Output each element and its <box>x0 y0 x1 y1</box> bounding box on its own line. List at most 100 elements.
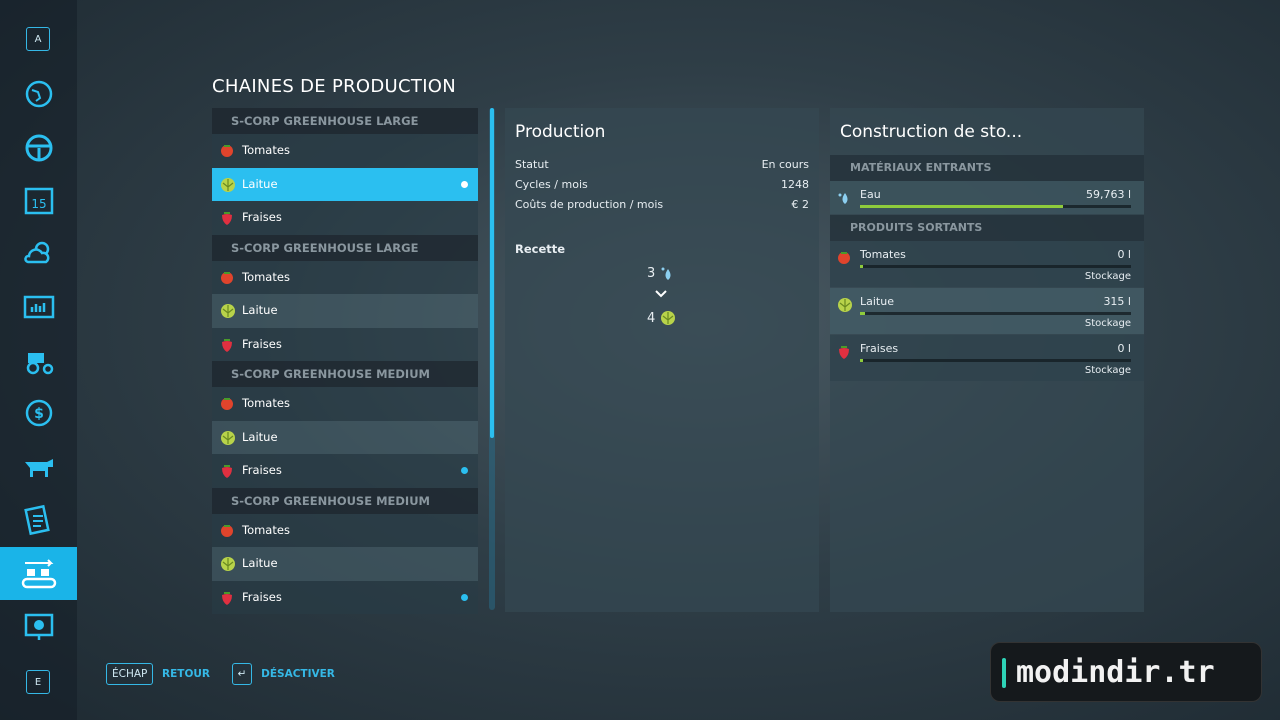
info-value: € 2 <box>791 198 810 211</box>
vehicle-icon[interactable] <box>22 131 56 165</box>
storage-panel: Construction de sto... MATÉRIAUX ENTRANT… <box>830 108 1144 612</box>
list-item[interactable]: Laitue <box>212 420 478 454</box>
recipe: 3 4 <box>505 256 819 326</box>
list-item[interactable]: Fraises <box>212 201 478 235</box>
production-icon <box>21 559 57 589</box>
tomato-icon <box>221 145 233 157</box>
status-dot <box>461 593 468 601</box>
finance-icon[interactable]: $ <box>22 396 56 430</box>
info-label: Statut <box>515 158 549 171</box>
status-dot <box>461 467 468 474</box>
strawberry-icon <box>222 212 232 225</box>
fill-bar <box>860 312 1131 315</box>
item-name: Tomates <box>860 248 906 261</box>
storage-item: Laitue 315 l Stockage <box>830 288 1144 334</box>
info-label: Coûts de production / mois <box>515 198 664 211</box>
group-header: S-CORP GREENHOUSE LARGE <box>212 234 478 261</box>
item-name: Tomates <box>242 269 290 284</box>
action-label[interactable]: RETOUR <box>162 668 211 680</box>
lettuce-icon <box>221 304 235 318</box>
item-name: Tomates <box>242 143 290 157</box>
item-name: Tomates <box>242 522 290 537</box>
storage-mode: Stockage <box>1084 365 1131 376</box>
tomato-icon <box>221 398 233 410</box>
fill-bar <box>860 359 1131 362</box>
stats-icon[interactable] <box>22 290 56 324</box>
water-icon <box>838 193 848 204</box>
item-amount: 59,763 l <box>1085 188 1131 201</box>
section-header: PRODUITS SORTANTS <box>830 215 1144 241</box>
recipe-output: 4 <box>647 311 656 326</box>
item-amount: 0 l <box>1117 342 1131 355</box>
group-header: S-CORP GREENHOUSE MEDIUM <box>212 361 478 387</box>
production-info: Statut En cours Cycles / mois 1248 Coûts de … <box>505 155 819 215</box>
svg-text:$: $ <box>34 406 44 422</box>
item-amount: 315 l <box>1103 295 1131 308</box>
lettuce-icon <box>661 311 675 325</box>
inputs: Eau 59,763 l <box>830 181 1144 214</box>
help-icon[interactable] <box>22 610 56 644</box>
item-name: Laitue <box>242 176 278 191</box>
info-label: Cycles / mois <box>515 178 588 191</box>
group-header: S-CORP GREENHOUSE MEDIUM <box>212 487 478 514</box>
tomato-icon <box>221 524 233 537</box>
info-row: Statut En cours <box>505 155 819 175</box>
calendar-icon[interactable]: 15 <box>22 183 56 217</box>
list-item[interactable]: Laitue <box>212 167 478 201</box>
sidebar: A 15 $ E <box>0 0 77 720</box>
weather-icon[interactable] <box>22 236 56 270</box>
panel-title: Construction de sto... <box>840 122 1023 142</box>
selected-tab[interactable] <box>0 547 77 600</box>
storage-item: Tomates 0 l Stockage <box>830 241 1144 287</box>
item-name: Laitue <box>860 295 894 308</box>
production-panel: Production Statut En cours Cycles / mois 12… <box>505 108 819 612</box>
list-item[interactable]: Tomates <box>212 513 478 547</box>
outputs: Tomates 0 l Stockage Laitue 315 l Stockage Fra… <box>830 241 1144 381</box>
strawberry-icon <box>222 591 232 605</box>
list-item[interactable]: Fraises <box>212 580 478 614</box>
storage-item: Eau 59,763 l <box>830 181 1144 214</box>
fill-bar <box>860 265 1131 268</box>
item-name: Eau <box>860 188 881 201</box>
lettuce-icon <box>221 177 235 192</box>
item-amount: 0 l <box>1117 248 1131 261</box>
contracts-icon[interactable] <box>22 503 56 537</box>
fill-level <box>860 359 863 362</box>
watermark: modindir.tr <box>990 642 1262 702</box>
page-title: CHAINES DE PRODUCTION <box>212 76 457 97</box>
strawberry-icon <box>839 346 849 359</box>
item-name: Laitue <box>242 556 278 570</box>
info-row: Coûts de production / mois € 2 <box>505 195 819 215</box>
key-hint: E <box>26 670 50 694</box>
strawberry-icon <box>222 465 232 478</box>
list-item[interactable]: Laitue <box>212 547 478 581</box>
list-item[interactable]: Tomates <box>212 134 478 168</box>
item-name: Laitue <box>242 429 278 444</box>
tractor-icon[interactable] <box>22 343 56 377</box>
item-name: Fraises <box>242 589 282 604</box>
info-value: 1248 <box>781 178 809 191</box>
storage-mode: Stockage <box>1084 318 1131 329</box>
lettuce-icon <box>221 557 235 571</box>
action-label[interactable]: DÉSACTIVER <box>261 668 335 680</box>
info-value: En cours <box>761 158 809 171</box>
list-item[interactable]: Fraises <box>212 327 478 361</box>
info-row: Cycles / mois 1248 <box>505 175 819 195</box>
map-icon[interactable] <box>22 77 56 111</box>
recipe-label: Recette <box>515 242 566 256</box>
list-item[interactable]: Tomates <box>212 260 478 294</box>
item-name: Fraises <box>860 342 899 355</box>
scrollbar[interactable] <box>489 108 495 610</box>
key-hint[interactable]: ÉCHAP <box>106 663 154 685</box>
section-header: MATÉRIAUX ENTRANTS <box>830 155 1144 181</box>
key-hint[interactable]: ↵ <box>231 663 253 685</box>
list-item[interactable]: Fraises <box>212 454 478 488</box>
list-item[interactable]: Laitue <box>212 294 478 328</box>
production-list: S-CORP GREENHOUSE LARGE Tomates Laitue Frai… <box>212 108 478 614</box>
scroll-thumb[interactable] <box>490 108 494 438</box>
list-item[interactable]: Tomates <box>212 387 478 421</box>
water-icon <box>661 267 671 280</box>
animals-icon[interactable] <box>22 450 56 484</box>
recipe-input: 3 <box>647 266 656 281</box>
storage-item: Fraises 0 l Stockage <box>830 335 1144 381</box>
